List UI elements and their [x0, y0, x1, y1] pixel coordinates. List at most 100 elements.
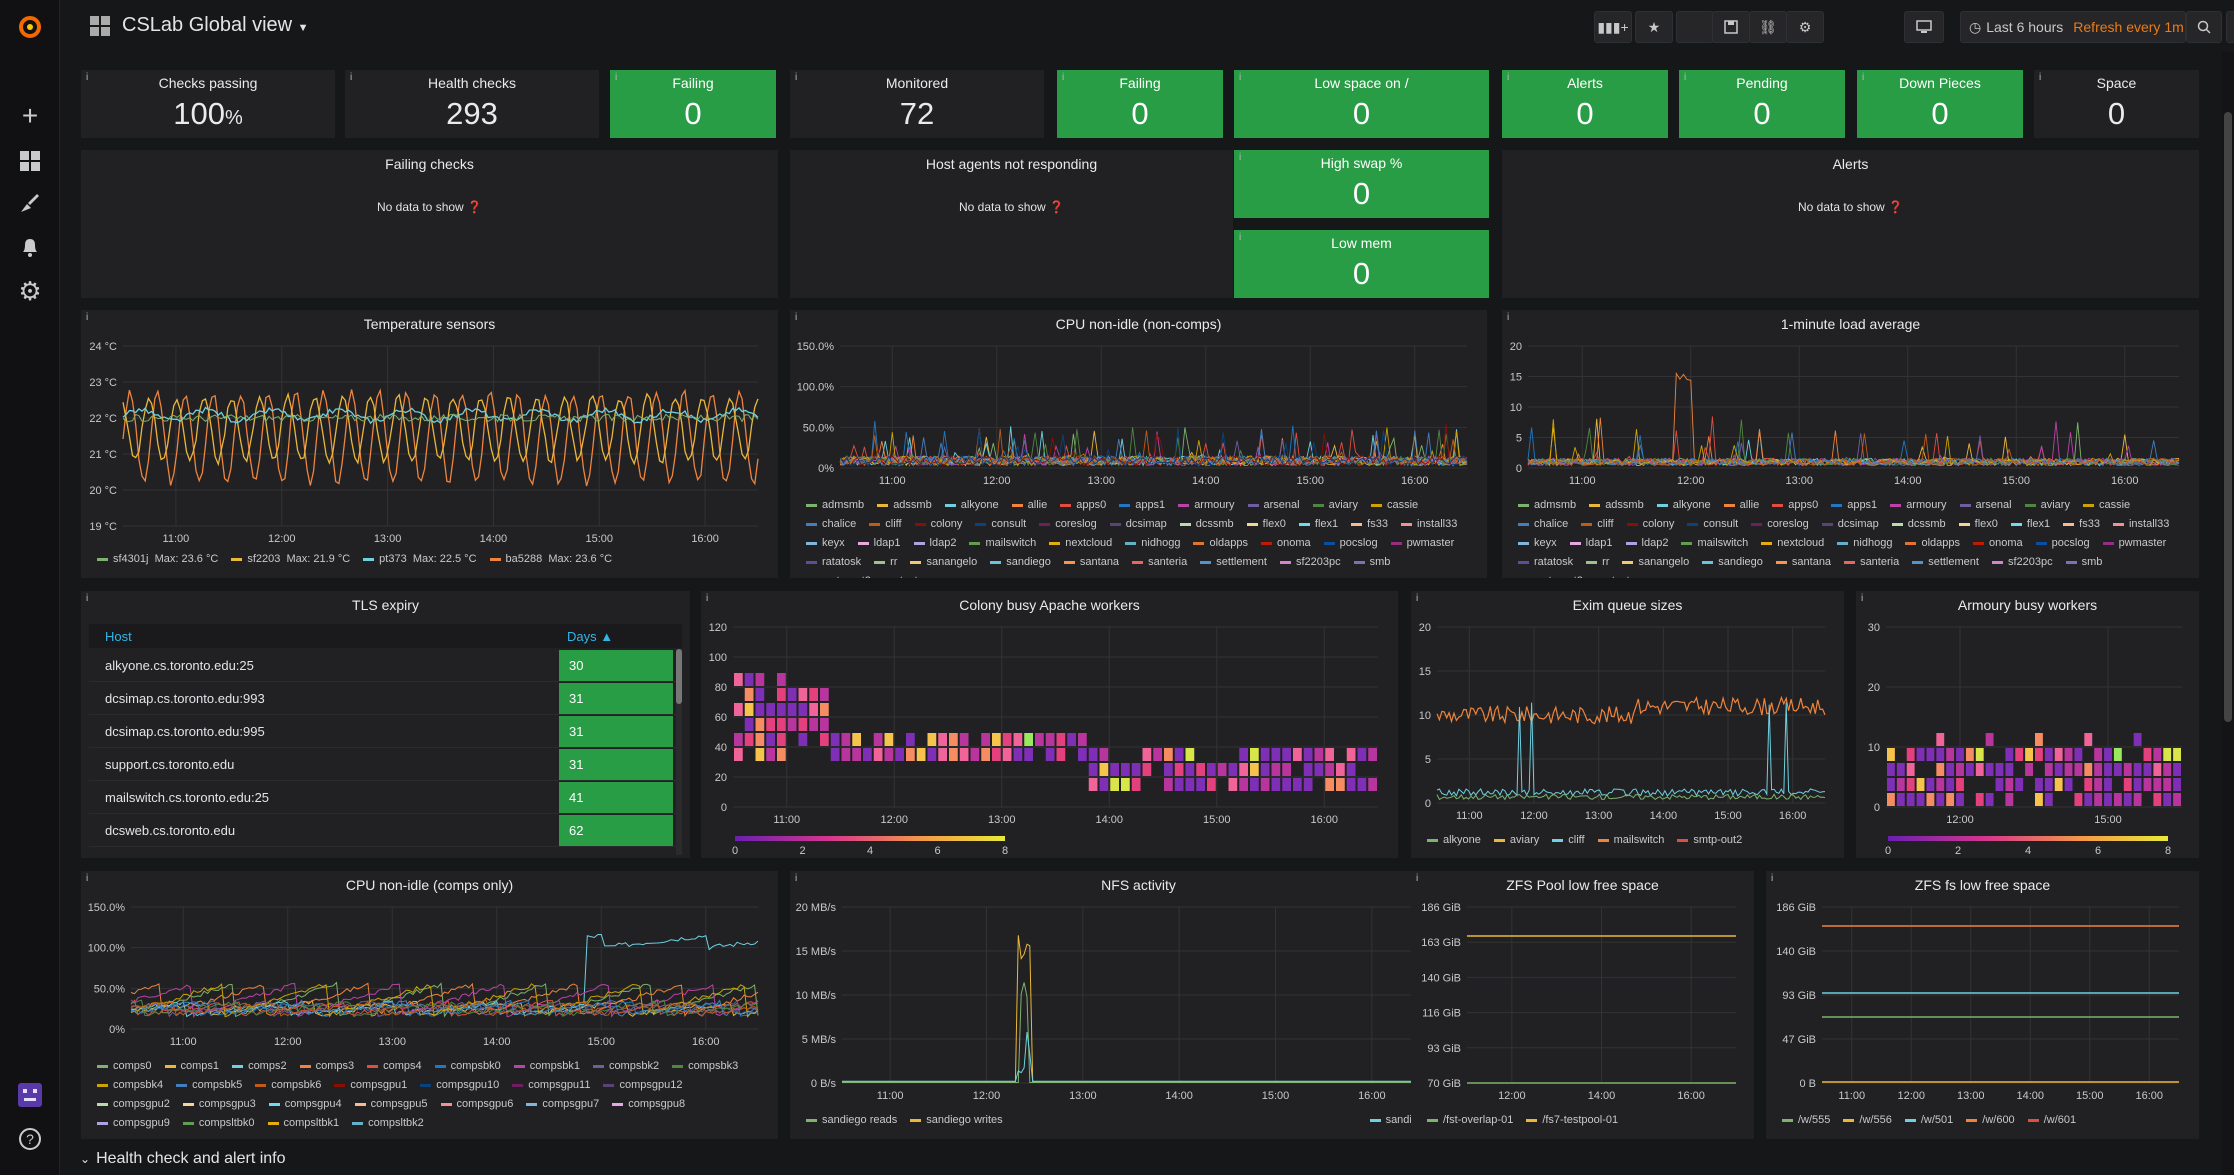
legend-item[interactable]: nidhogg [1837, 534, 1892, 553]
time-picker-button[interactable]: ◷ Last 6 hours Refresh every 1m [1960, 11, 2186, 43]
legend-item[interactable]: cliff [1552, 831, 1585, 850]
legend-item[interactable]: comps1 [164, 1057, 219, 1076]
legend-item[interactable]: nextcloud [1049, 534, 1112, 553]
stat-panel[interactable]: i Space 0 [2034, 70, 2199, 138]
legend-item[interactable]: install33 [2112, 515, 2169, 534]
legend-item[interactable]: compsbk1 [513, 1057, 580, 1076]
legend-item[interactable]: compsgpu3 [182, 1095, 256, 1114]
legend-item[interactable]: sandiego reads [806, 1111, 897, 1130]
legend-item[interactable]: compsltbk2 [352, 1114, 424, 1133]
info-icon[interactable]: i [1862, 72, 1865, 83]
legend-item[interactable]: /w/555 [1782, 1111, 1830, 1130]
legend-item[interactable]: /w/556 [1843, 1111, 1892, 1130]
legend-item[interactable]: fs33 [1351, 515, 1388, 534]
legend-item[interactable]: nextcloud [1761, 534, 1824, 553]
legend-item[interactable]: sf2203pc [1991, 553, 2053, 572]
legend-item[interactable]: cliff [1581, 515, 1614, 534]
legend-item[interactable]: pwmaster [2102, 534, 2166, 553]
legend-item[interactable]: fs33 [2063, 515, 2100, 534]
legend-item[interactable]: consult [1687, 515, 1738, 534]
legend-item[interactable]: testapps [884, 572, 942, 578]
legend-item[interactable]: ldap2 [913, 534, 956, 553]
legend-item[interactable]: compsltbk0 [182, 1114, 255, 1133]
table-row[interactable]: dcsimap.cs.toronto.edu:993 31 [89, 682, 676, 715]
legend-item[interactable]: adssmb [877, 496, 932, 515]
info-icon[interactable]: i [1062, 72, 1065, 83]
stat-panel[interactable]: i Health checks 293 [345, 70, 599, 138]
legend-item[interactable]: cassie [1370, 496, 1418, 515]
info-icon[interactable]: i [1416, 873, 1419, 884]
star-button[interactable]: ★ [1635, 11, 1673, 43]
rocket-icon[interactable] [15, 188, 45, 218]
legend-item[interactable]: /w/601 [2027, 1111, 2076, 1130]
info-icon[interactable]: i [2039, 72, 2042, 83]
info-icon[interactable]: i [1239, 72, 1242, 83]
stat-panel[interactable]: i Alerts 0 [1502, 70, 1668, 138]
legend-item[interactable]: keyx [1518, 534, 1557, 553]
zoom-out-button[interactable] [2186, 11, 2222, 43]
legend-item[interactable]: ratatosk [806, 553, 861, 572]
legend-item[interactable]: coreslog [1039, 515, 1097, 534]
legend-item[interactable]: dcsimap [1109, 515, 1167, 534]
table-row[interactable]: alkyone.cs.toronto.edu:25 30 [89, 649, 676, 682]
legend-item[interactable]: compsgpu12 [603, 1076, 682, 1095]
table-scrollbar[interactable] [676, 649, 682, 855]
info-icon[interactable]: i [706, 593, 709, 604]
legend-item[interactable]: apps1 [1831, 496, 1877, 515]
info-icon[interactable]: i [1239, 152, 1242, 163]
refresh-button[interactable]: ⟳ [2226, 11, 2234, 43]
legend-item[interactable]: apps0 [1060, 496, 1106, 515]
legend-item[interactable]: ratatosk [1518, 553, 1573, 572]
legend-item[interactable]: compsbk2 [592, 1057, 659, 1076]
legend-item[interactable]: adssmb [1589, 496, 1644, 515]
scrollbar-track[interactable] [2222, 52, 2234, 1175]
legend-item[interactable]: ba5288 Max: 23.6 °C [489, 550, 612, 569]
tv-mode-button[interactable] [1904, 11, 1944, 43]
stat-panel[interactable]: i Checks passing 100% [81, 70, 335, 138]
legend-item[interactable]: sandiego [990, 553, 1051, 572]
legend-item[interactable]: ldap1 [1569, 534, 1613, 553]
legend-item[interactable]: smb [1353, 553, 1390, 572]
dashboards-grid-icon[interactable] [15, 146, 45, 176]
legend-item[interactable]: keyx [806, 534, 845, 553]
legend-item[interactable]: sanangelo [910, 553, 977, 572]
info-icon[interactable]: i [1771, 873, 1774, 884]
question-icon[interactable]: ❓ [467, 200, 482, 214]
legend-item[interactable]: allie [1011, 496, 1047, 515]
info-icon[interactable]: i [1416, 593, 1419, 604]
plus-icon[interactable]: + [21, 100, 39, 131]
legend-item[interactable]: sf4301j Max: 23.6 °C [97, 550, 218, 569]
stat-panel[interactable]: i Pending 0 [1679, 70, 1845, 138]
info-icon[interactable]: i [350, 72, 353, 83]
legend-item[interactable]: smtp-out2 [1677, 831, 1742, 850]
column-days[interactable]: Days ▲ [567, 629, 614, 644]
legend-item[interactable]: dcssmb [1179, 515, 1234, 534]
link-button[interactable]: ⛓ [1749, 11, 1787, 43]
legend-item[interactable]: onoma [1261, 534, 1311, 553]
legend-item[interactable]: aviary [1493, 831, 1539, 850]
collapsed-row-header[interactable]: ⌄ Health check and alert info [80, 1150, 286, 1168]
legend-item[interactable]: compsbk4 [97, 1076, 163, 1095]
legend-item[interactable]: cliff [869, 515, 902, 534]
grafana-logo-icon[interactable] [15, 12, 45, 42]
legend-item[interactable]: mailswitch [969, 534, 1036, 553]
legend-item[interactable]: santeria [1844, 553, 1899, 572]
legend-item[interactable]: armoury [1178, 496, 1235, 515]
legend-item[interactable]: comps3 [299, 1057, 354, 1076]
legend-item[interactable]: flex0 [1246, 515, 1286, 534]
legend-item[interactable]: smtp-out2 [1518, 572, 1583, 578]
table-row[interactable]: mailswitch.cs.toronto.edu:25 41 [89, 781, 676, 814]
legend-item[interactable]: compsbk5 [176, 1076, 242, 1095]
legend-item[interactable]: comps4 [367, 1057, 422, 1076]
legend-item[interactable]: apps0 [1772, 496, 1818, 515]
legend-item[interactable]: dcsimap [1821, 515, 1879, 534]
info-icon[interactable]: i [795, 873, 798, 884]
legend-item[interactable]: compsgpu9 [97, 1114, 170, 1133]
question-icon[interactable]: ❓ [1888, 200, 1903, 214]
legend-item[interactable]: compsgpu5 [354, 1095, 428, 1114]
legend-item[interactable]: arsenal [1247, 496, 1300, 515]
stat-panel[interactable]: i Low mem 0 [1234, 230, 1489, 298]
info-icon[interactable]: i [1507, 312, 1510, 323]
plot-area[interactable]: 20 15 10 5 0 11:00 12:00 13:00 14:00 15:00 16:00 [1502, 310, 2199, 578]
